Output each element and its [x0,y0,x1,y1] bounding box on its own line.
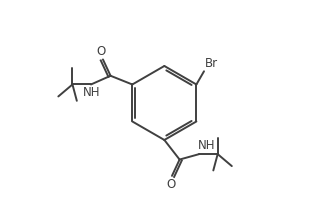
Text: Br: Br [205,57,218,70]
Text: NH: NH [83,86,101,99]
Text: NH: NH [198,139,216,152]
Text: O: O [97,45,106,58]
Text: O: O [166,178,175,191]
